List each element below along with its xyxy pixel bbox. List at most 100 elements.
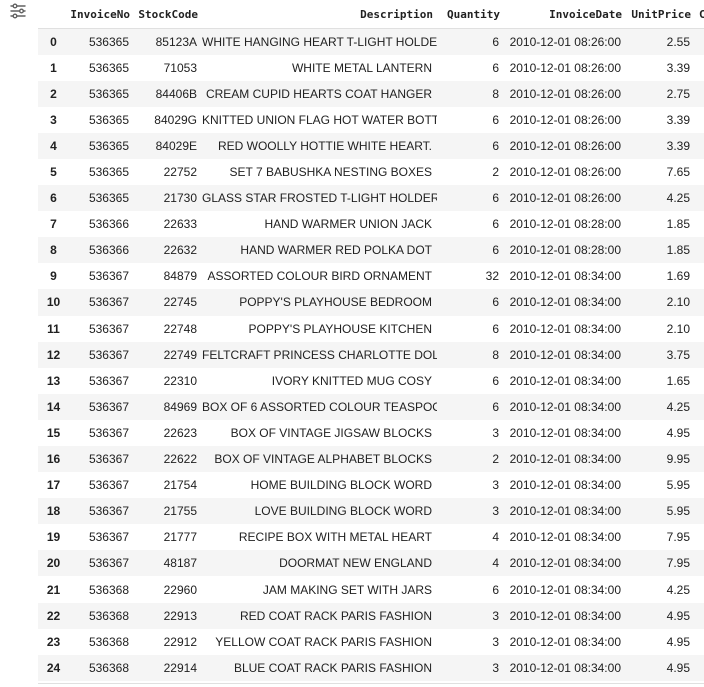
table-row: 13 536367 22310 IVORY KNITTED MUG COSY 6 2010… bbox=[38, 367, 704, 394]
column-header-quantity[interactable]: Quantity bbox=[437, 0, 504, 29]
quantity-cell: 4 bbox=[492, 530, 499, 545]
invoicedate-cell: 2010-12-01 08:28:00 bbox=[509, 243, 621, 258]
row-index: 17 bbox=[46, 478, 61, 493]
unitprice-cell: 3.75 bbox=[666, 347, 690, 362]
quantity-cell: 32 bbox=[485, 269, 499, 284]
row-index: 2 bbox=[50, 86, 57, 101]
column-header-stockcode[interactable]: StockCode bbox=[134, 0, 202, 29]
description-cell: HOME BUILDING BLOCK WORD bbox=[250, 478, 432, 493]
description-cell: GLASS STAR FROSTED T-LIGHT HOLDER bbox=[202, 191, 437, 206]
invoiceno-cell: 536368 bbox=[88, 660, 129, 675]
table-row: 8 536366 22632 HAND WARMER RED POLKA DOT 6 20… bbox=[38, 237, 704, 264]
truncated-cell bbox=[695, 550, 704, 576]
stockcode-cell: 22752 bbox=[163, 165, 197, 180]
column-header-invoiceno[interactable]: InvoiceNo bbox=[69, 0, 134, 29]
quantity-cell: 3 bbox=[492, 608, 499, 623]
table-row: 24 536368 22914 BLUE COAT RACK PARIS FASHIO… bbox=[38, 654, 704, 681]
description-cell: WHITE METAL LANTERN bbox=[291, 60, 432, 75]
unitprice-cell: 7.95 bbox=[666, 530, 690, 545]
invoicedate-cell: 2010-12-01 08:34:00 bbox=[509, 660, 621, 675]
invoicedate-cell: 2010-12-01 08:34:00 bbox=[509, 608, 621, 623]
invoiceno-cell: 536365 bbox=[88, 60, 129, 75]
stockcode-cell: 22914 bbox=[163, 660, 197, 675]
invoiceno-cell: 536367 bbox=[88, 373, 129, 388]
quantity-cell: 6 bbox=[492, 60, 499, 75]
dataframe-table: InvoiceNo StockCode Description Quantity… bbox=[38, 0, 704, 681]
invoicedate-cell: 2010-12-01 08:34:00 bbox=[509, 347, 621, 362]
filter-list-toggle-icon[interactable] bbox=[9, 2, 27, 20]
stockcode-cell: 84406B bbox=[155, 86, 197, 101]
description-cell: ASSORTED COLOUR BIRD ORNAMENT bbox=[207, 269, 432, 284]
unitprice-cell: 2.10 bbox=[666, 295, 690, 310]
dataframe-output: InvoiceNo StockCode Description Quantity… bbox=[38, 0, 704, 687]
invoicedate-cell: 2010-12-01 08:34:00 bbox=[509, 530, 621, 545]
truncated-cell bbox=[695, 289, 704, 315]
row-index: 14 bbox=[46, 399, 61, 414]
truncated-cell bbox=[695, 576, 704, 602]
table-row: 23 536368 22912 YELLOW COAT RACK PARIS FASH… bbox=[38, 628, 704, 655]
quantity-cell: 8 bbox=[492, 86, 499, 101]
invoiceno-cell: 536366 bbox=[88, 217, 129, 232]
table-body: 0 536365 85123A WHITE HANGING HEART T-LIGHT… bbox=[38, 28, 704, 681]
table-bottom-divider bbox=[38, 683, 704, 684]
unitprice-cell: 3.39 bbox=[666, 138, 690, 153]
column-header-truncated[interactable]: C bbox=[695, 0, 704, 29]
invoiceno-cell: 536368 bbox=[88, 634, 129, 649]
stockcode-cell: 22912 bbox=[163, 634, 197, 649]
description-cell: WHITE HANGING HEART T-LIGHT HOLDER bbox=[202, 34, 437, 49]
row-index: 15 bbox=[46, 425, 61, 440]
column-header-description[interactable]: Description bbox=[202, 0, 437, 29]
description-cell: HAND WARMER RED POLKA DOT bbox=[240, 243, 432, 258]
stockcode-cell: 22310 bbox=[163, 373, 197, 388]
table-row: 0 536365 85123A WHITE HANGING HEART T-LIGHT… bbox=[38, 28, 704, 55]
table-row: 4 536365 84029E RED WOOLLY HOTTIE WHITE HEA… bbox=[38, 132, 704, 159]
truncated-cell bbox=[695, 394, 704, 420]
invoicedate-cell: 2010-12-01 08:34:00 bbox=[509, 425, 621, 440]
column-header-invoicedate[interactable]: InvoiceDate bbox=[504, 0, 626, 29]
invoicedate-cell: 2010-12-01 08:34:00 bbox=[509, 634, 621, 649]
table-row: 12 536367 22749 FELTCRAFT PRINCESS CHARLOTT… bbox=[38, 341, 704, 368]
table-row: 21 536368 22960 JAM MAKING SET WITH JARS 6 20… bbox=[38, 576, 704, 603]
quantity-cell: 6 bbox=[492, 191, 499, 206]
row-index: 24 bbox=[46, 660, 61, 675]
truncated-cell bbox=[695, 446, 704, 472]
output-gutter bbox=[0, 0, 38, 687]
description-cell: BOX OF VINTAGE ALPHABET BLOCKS bbox=[214, 452, 432, 467]
stockcode-cell: 22633 bbox=[163, 217, 197, 232]
quantity-cell: 6 bbox=[492, 321, 499, 336]
invoicedate-cell: 2010-12-01 08:26:00 bbox=[509, 86, 621, 101]
table-row: 2 536365 84406B CREAM CUPID HEARTS COAT HAN… bbox=[38, 80, 704, 107]
row-index: 21 bbox=[46, 582, 61, 597]
unitprice-cell: 2.75 bbox=[666, 86, 690, 101]
quantity-cell: 3 bbox=[492, 425, 499, 440]
invoicedate-cell: 2010-12-01 08:34:00 bbox=[509, 399, 621, 414]
description-cell: IVORY KNITTED MUG COSY bbox=[271, 373, 432, 388]
invoicedate-cell: 2010-12-01 08:34:00 bbox=[509, 373, 621, 388]
unitprice-cell: 2.10 bbox=[666, 321, 690, 336]
column-header-unitprice[interactable]: UnitPrice bbox=[626, 0, 695, 29]
table-row: 7 536366 22633 HAND WARMER UNION JACK 6 2010-… bbox=[38, 211, 704, 238]
invoiceno-cell: 536367 bbox=[88, 478, 129, 493]
invoiceno-cell: 536367 bbox=[88, 269, 129, 284]
invoiceno-cell: 536367 bbox=[88, 347, 129, 362]
stockcode-cell: 21730 bbox=[163, 191, 197, 206]
table-header: InvoiceNo StockCode Description Quantity… bbox=[38, 0, 704, 29]
description-cell: BOX OF 6 ASSORTED COLOUR TEASPOONS bbox=[202, 399, 437, 414]
stockcode-cell: 22748 bbox=[163, 321, 197, 336]
invoicedate-cell: 2010-12-01 08:34:00 bbox=[509, 295, 621, 310]
description-cell: CREAM CUPID HEARTS COAT HANGER bbox=[205, 86, 432, 101]
stockcode-cell: 84029E bbox=[155, 138, 197, 153]
invoicedate-cell: 2010-12-01 08:26:00 bbox=[509, 112, 621, 127]
truncated-cell bbox=[695, 368, 704, 394]
row-index: 13 bbox=[46, 373, 61, 388]
unitprice-cell: 5.95 bbox=[666, 478, 690, 493]
truncated-cell bbox=[695, 629, 704, 655]
stockcode-cell: 22749 bbox=[163, 347, 197, 362]
quantity-cell: 3 bbox=[492, 478, 499, 493]
table-row: 3 536365 84029G KNITTED UNION FLAG HOT WATE… bbox=[38, 106, 704, 133]
unitprice-cell: 3.39 bbox=[666, 60, 690, 75]
invoicedate-cell: 2010-12-01 08:34:00 bbox=[509, 269, 621, 284]
unitprice-cell: 4.95 bbox=[666, 608, 690, 623]
description-cell: KNITTED UNION FLAG HOT WATER BOTTLE bbox=[202, 112, 437, 127]
unitprice-cell: 4.25 bbox=[666, 399, 690, 414]
